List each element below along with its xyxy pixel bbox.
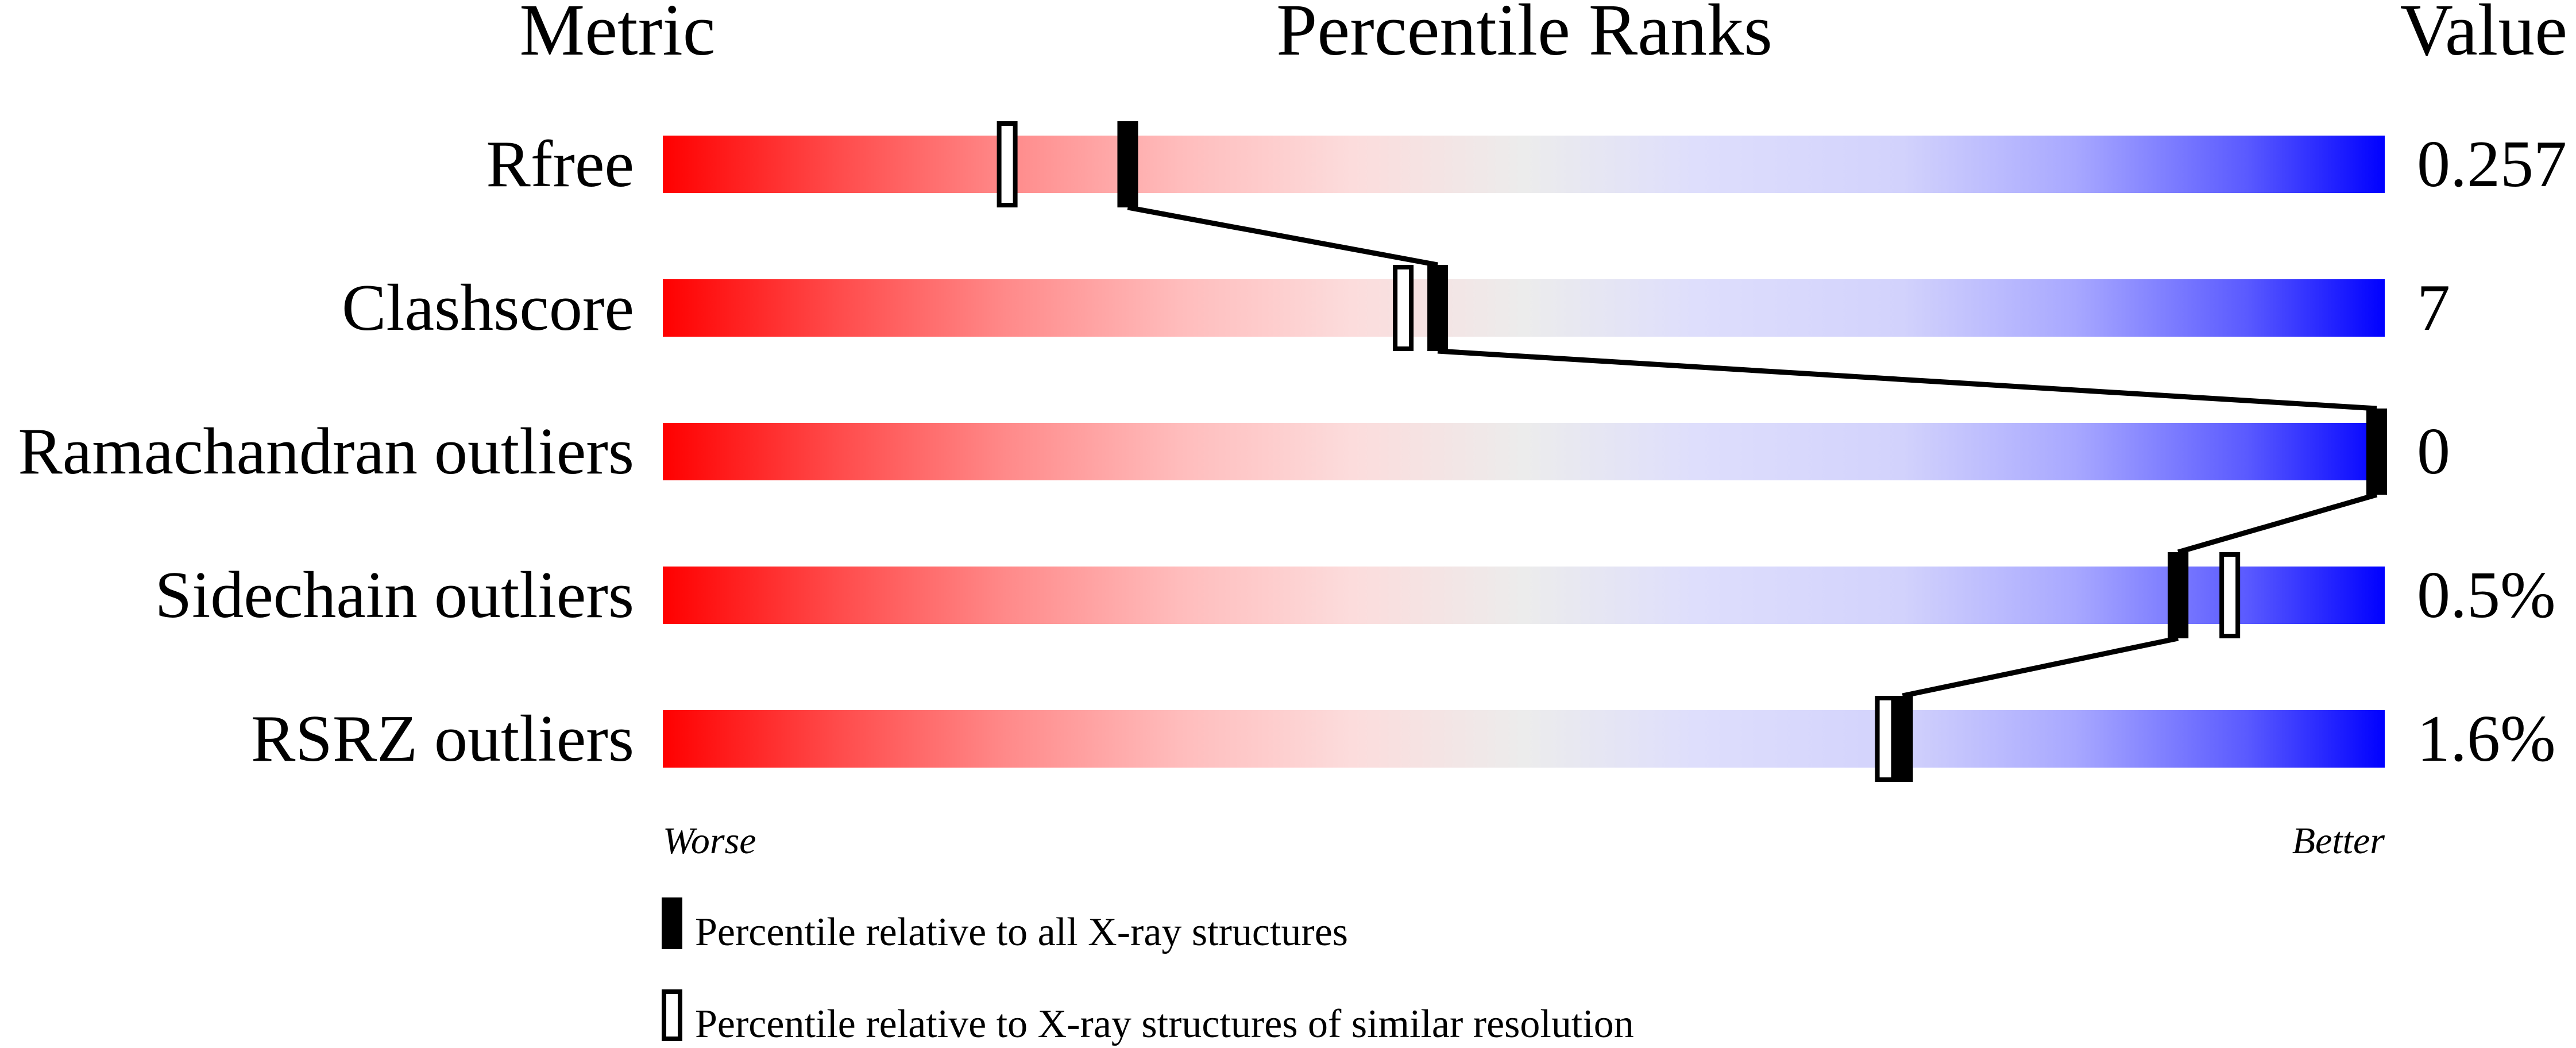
connector-line bbox=[1127, 205, 1438, 268]
marker-similar-clashscore bbox=[1393, 265, 1414, 351]
legend-filled-label: Percentile relative to all X-ray structu… bbox=[695, 910, 1348, 954]
metric-value-clashscore: 7 bbox=[2417, 271, 2450, 345]
axis-label-worse: Worse bbox=[663, 820, 756, 862]
marker-similar-sidechain-outliers bbox=[2219, 552, 2241, 638]
header-value: Value bbox=[2400, 0, 2567, 71]
connector-line bbox=[2177, 492, 2378, 555]
metric-value-rfree: 0.257 bbox=[2417, 128, 2567, 201]
header-percentile-ranks: Percentile Ranks bbox=[1276, 0, 1772, 71]
metric-label-sidechain-outliers: Sidechain outliers bbox=[155, 558, 634, 632]
metric-label-clashscore: Clashscore bbox=[342, 271, 634, 345]
marker-all-rsrz-outliers bbox=[1892, 696, 1913, 782]
metric-label-rfree: Rfree bbox=[486, 128, 634, 201]
metric-value-ramachandran-outliers: 0 bbox=[2417, 415, 2450, 488]
percentile-bar-sidechain-outliers bbox=[663, 567, 2385, 624]
marker-all-ramachandran-outliers bbox=[2366, 409, 2387, 495]
percentile-bar-clashscore bbox=[663, 279, 2385, 337]
connector-line bbox=[1437, 348, 2377, 411]
connector-line bbox=[1902, 635, 2179, 699]
marker-similar-rsrz-outliers bbox=[1875, 696, 1896, 782]
marker-all-rfree bbox=[1117, 121, 1138, 207]
marker-all-sidechain-outliers bbox=[2168, 552, 2189, 638]
metric-value-sidechain-outliers: 0.5% bbox=[2417, 558, 2556, 632]
legend-hollow-label: Percentile relative to X-ray structures … bbox=[695, 1002, 1634, 1046]
percentile-bar-rfree bbox=[663, 136, 2385, 193]
legend-filled-marker-icon bbox=[662, 897, 682, 949]
marker-all-clashscore bbox=[1427, 265, 1449, 351]
metric-value-rsrz-outliers: 1.6% bbox=[2417, 702, 2556, 776]
metric-label-ramachandran-outliers: Ramachandran outliers bbox=[18, 415, 634, 488]
marker-similar-rfree bbox=[997, 121, 1018, 207]
percentile-bar-ramachandran-outliers bbox=[663, 423, 2385, 480]
legend-hollow-marker-icon bbox=[662, 989, 682, 1041]
axis-label-better: Better bbox=[2292, 820, 2385, 862]
percentile-bar-rsrz-outliers bbox=[663, 710, 2385, 768]
header-metric: Metric bbox=[519, 0, 715, 71]
metric-label-rsrz-outliers: RSRZ outliers bbox=[251, 702, 634, 776]
